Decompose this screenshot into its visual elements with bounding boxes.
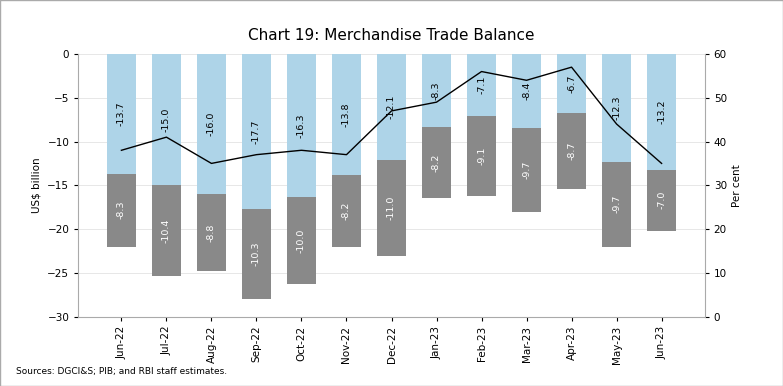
Bar bbox=[106, 174, 136, 247]
Text: -8.2: -8.2 bbox=[342, 201, 351, 220]
Bar bbox=[377, 54, 406, 160]
Bar bbox=[467, 116, 496, 196]
Text: -7.1: -7.1 bbox=[477, 76, 486, 94]
Text: -7.0: -7.0 bbox=[657, 191, 666, 209]
Bar bbox=[332, 54, 361, 175]
Share of oil in trade balance (RHS) bbox=[477, 69, 486, 74]
Bar bbox=[647, 169, 677, 231]
Share of oil in trade balance (RHS) bbox=[162, 135, 171, 139]
Share of oil in trade balance (RHS) bbox=[117, 148, 126, 152]
Share of oil in trade balance (RHS) bbox=[612, 122, 621, 126]
Bar bbox=[512, 127, 541, 212]
Share of oil in trade balance (RHS) bbox=[252, 152, 262, 157]
Bar bbox=[467, 54, 496, 116]
Bar bbox=[197, 54, 226, 194]
Text: -8.4: -8.4 bbox=[522, 81, 531, 100]
Bar bbox=[512, 54, 541, 127]
Share of oil in trade balance (RHS) bbox=[657, 161, 666, 166]
Share of oil in trade balance (RHS) bbox=[567, 65, 576, 69]
Bar bbox=[602, 54, 631, 162]
Text: -9.7: -9.7 bbox=[612, 195, 621, 213]
Text: -16.0: -16.0 bbox=[207, 112, 216, 136]
Text: -9.7: -9.7 bbox=[522, 161, 531, 179]
Title: Chart 19: Merchandise Trade Balance: Chart 19: Merchandise Trade Balance bbox=[248, 28, 535, 43]
Bar bbox=[152, 185, 181, 276]
Share of oil in trade balance (RHS) bbox=[431, 100, 441, 105]
Bar bbox=[602, 162, 631, 247]
Bar bbox=[377, 160, 406, 256]
Bar bbox=[557, 54, 586, 113]
Bar bbox=[287, 196, 316, 284]
Text: -12.3: -12.3 bbox=[612, 96, 621, 120]
Y-axis label: Per cent: Per cent bbox=[732, 164, 742, 207]
Text: -10.4: -10.4 bbox=[162, 218, 171, 243]
Share of oil in trade balance (RHS) bbox=[207, 161, 216, 166]
Text: Sources: DGCI&S; PIB; and RBI staff estimates.: Sources: DGCI&S; PIB; and RBI staff esti… bbox=[16, 367, 227, 376]
Text: -13.8: -13.8 bbox=[342, 102, 351, 127]
Text: -16.3: -16.3 bbox=[297, 113, 306, 137]
Share of oil in trade balance (RHS) bbox=[297, 148, 306, 152]
Bar bbox=[422, 127, 451, 198]
Text: -12.1: -12.1 bbox=[387, 95, 396, 119]
Text: -8.3: -8.3 bbox=[432, 81, 441, 100]
Line: Share of oil in trade balance (RHS): Share of oil in trade balance (RHS) bbox=[121, 67, 662, 163]
Bar bbox=[557, 113, 586, 189]
Bar bbox=[152, 54, 181, 185]
Text: -8.2: -8.2 bbox=[432, 153, 441, 172]
Text: -6.7: -6.7 bbox=[567, 74, 576, 93]
Text: -8.7: -8.7 bbox=[567, 142, 576, 160]
Share of oil in trade balance (RHS) bbox=[387, 108, 396, 113]
Share of oil in trade balance (RHS) bbox=[521, 78, 531, 83]
Share of oil in trade balance (RHS) bbox=[342, 152, 352, 157]
Bar bbox=[106, 54, 136, 174]
Text: -13.2: -13.2 bbox=[657, 100, 666, 124]
Text: -9.1: -9.1 bbox=[477, 147, 486, 165]
Text: -17.7: -17.7 bbox=[252, 119, 261, 144]
Text: -8.3: -8.3 bbox=[117, 201, 126, 220]
Bar bbox=[242, 209, 271, 299]
Bar bbox=[647, 54, 677, 169]
Bar bbox=[197, 194, 226, 271]
Bar bbox=[242, 54, 271, 209]
Bar bbox=[332, 175, 361, 247]
Y-axis label: US$ billion: US$ billion bbox=[32, 157, 41, 213]
Text: -15.0: -15.0 bbox=[162, 107, 171, 132]
Text: -11.0: -11.0 bbox=[387, 196, 396, 220]
Bar bbox=[287, 54, 316, 196]
Text: -8.8: -8.8 bbox=[207, 223, 216, 242]
Text: -10.3: -10.3 bbox=[252, 242, 261, 266]
Text: -10.0: -10.0 bbox=[297, 228, 306, 252]
Bar bbox=[422, 54, 451, 127]
Text: -13.7: -13.7 bbox=[117, 102, 126, 126]
